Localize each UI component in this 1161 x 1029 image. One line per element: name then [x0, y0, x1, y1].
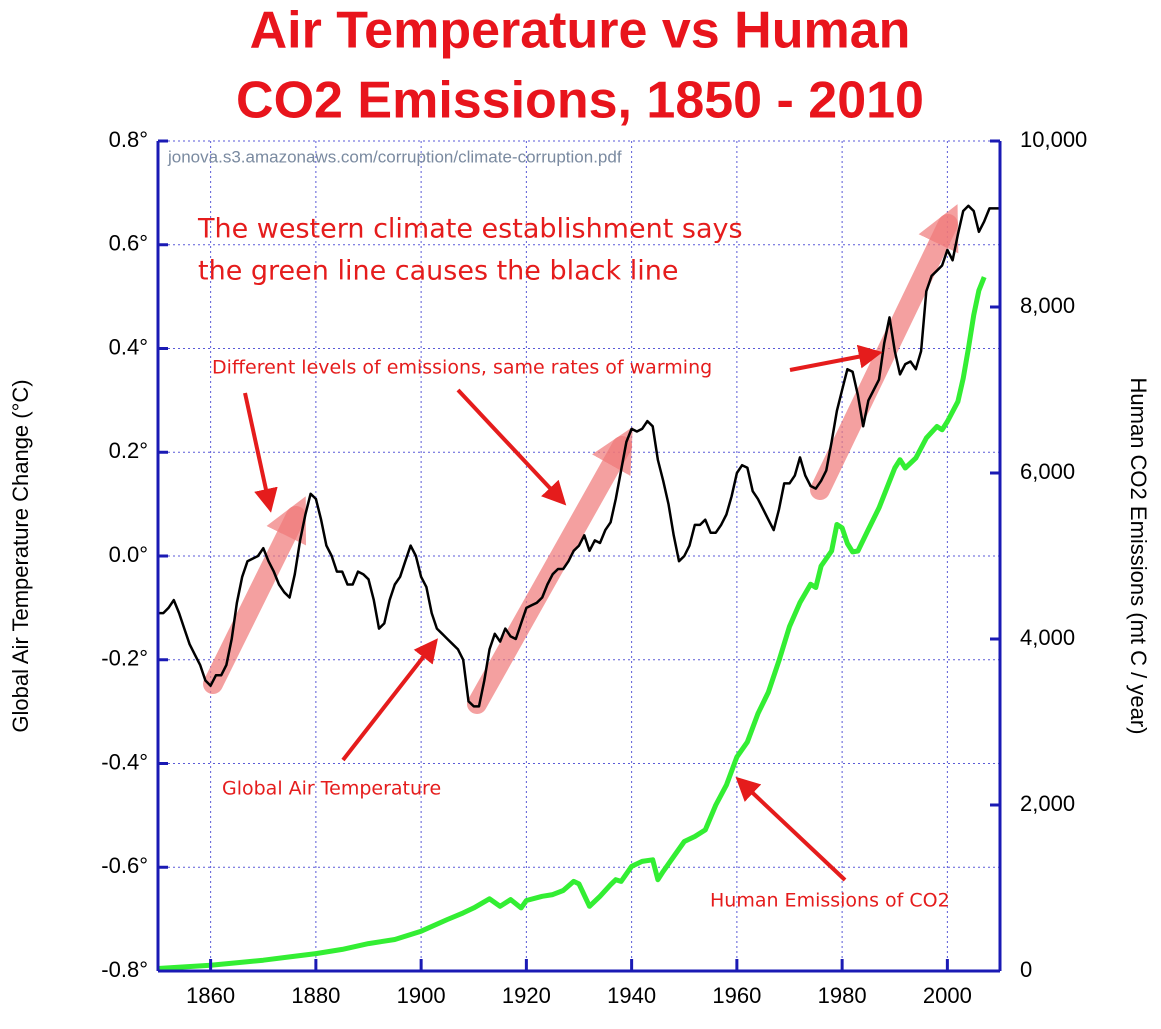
ticks: -0.8° -0.6° -0.4° -0.2° 0.0° 0.2° 0.4° 0.6° 0.8°…	[101, 127, 1087, 1008]
series-label: Global Air Temperature	[222, 778, 441, 800]
callout-arrow	[735, 776, 847, 882]
y-tick-label: -0.2°	[101, 646, 148, 671]
trend-arrow	[467, 426, 633, 714]
y-tick-label: 0.0°	[109, 542, 148, 567]
annotation: The western climate establishment says	[197, 214, 743, 245]
x-tick-label: 1940	[607, 983, 656, 1008]
series	[157, 204, 1000, 971]
y-axis-label: Global Air Temperature Change (°C)	[8, 379, 33, 732]
y-tick-label: -0.6°	[101, 853, 148, 878]
x-tick-label: 1880	[291, 983, 340, 1008]
y2-tick-label: 0	[1020, 957, 1032, 982]
x-tick-label: 1960	[712, 983, 761, 1008]
x-tick-label: 1980	[818, 983, 867, 1008]
callout-arrow	[243, 392, 278, 513]
series-line	[158, 204, 1000, 708]
y2-axis-label: Human CO2 Emissions (mt C / year)	[1126, 378, 1151, 735]
trend-arrows	[203, 204, 959, 714]
chart-title: Air Temperature vs Human	[250, 2, 911, 60]
callout-arrow	[789, 344, 883, 372]
annotation: Different levels of emissions, same rate…	[212, 357, 712, 379]
series-line	[157, 276, 987, 971]
callout-arrows	[243, 344, 883, 882]
x-tick-label: 1900	[397, 983, 446, 1008]
x-tick-label: 1860	[186, 983, 235, 1008]
y-tick-label: 0.4°	[109, 334, 148, 359]
y2-tick-label: 2,000	[1020, 791, 1075, 816]
x-tick-label: 2000	[923, 983, 972, 1008]
annotation: the green line causes the black line	[198, 256, 678, 287]
y-tick-label: -0.8°	[101, 957, 148, 982]
callout-arrow	[341, 638, 438, 762]
x-tick-label: 1920	[502, 983, 551, 1008]
grid	[158, 140, 1000, 972]
y2-tick-label: 8,000	[1020, 293, 1075, 318]
y-tick-label: -0.4°	[101, 749, 148, 774]
y2-tick-label: 4,000	[1020, 625, 1075, 650]
callout-arrow	[456, 388, 567, 506]
chart-title: CO2 Emissions, 1850 - 2010	[236, 72, 924, 130]
trend-arrow	[203, 496, 306, 694]
trend-arrow	[810, 204, 959, 500]
y2-tick-label: 10,000	[1020, 127, 1087, 152]
y-tick-label: 0.6°	[109, 231, 148, 256]
y2-tick-label: 6,000	[1020, 459, 1075, 484]
source: jonova.s3.amazonaws.com/corruption/clima…	[167, 147, 622, 166]
series-label: Human Emissions of CO2	[710, 890, 950, 912]
y-tick-label: 0.2°	[109, 438, 148, 463]
y-tick-label: 0.8°	[109, 127, 148, 152]
